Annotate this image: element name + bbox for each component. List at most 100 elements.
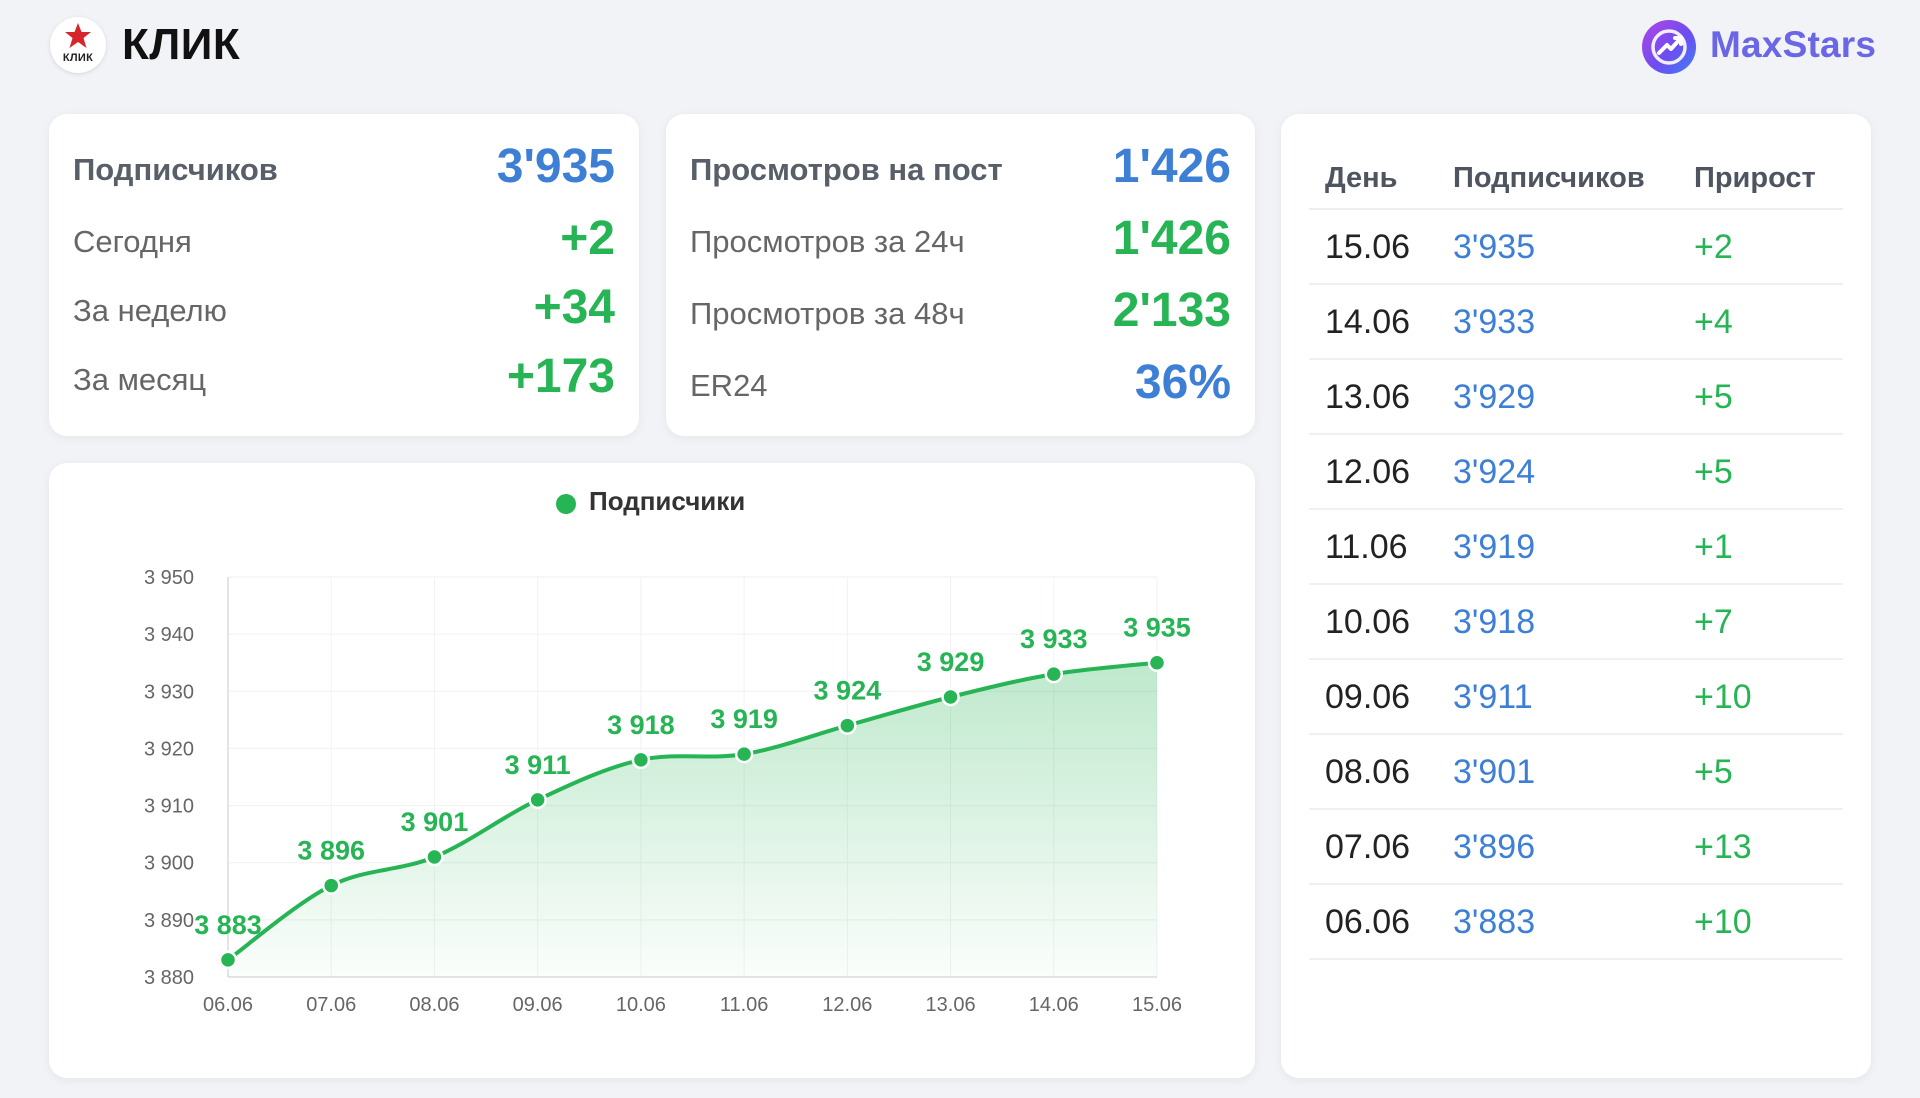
legend-marker	[556, 494, 576, 514]
subscribers-card: Подписчиков 3'935 Сегодня +2 За неделю +…	[49, 114, 639, 436]
data-point	[528, 790, 547, 810]
data-point	[734, 744, 754, 764]
data-point	[218, 950, 238, 970]
logo-text: КЛИК	[62, 52, 94, 64]
stat-label: ER24	[690, 368, 768, 403]
table-cell-day: 12.06	[1325, 453, 1411, 491]
table-cell-day: 11.06	[1325, 528, 1408, 566]
data-point	[1044, 664, 1064, 684]
stat-label: Просмотров за 24ч	[690, 224, 965, 259]
stat-row-views-per-post: Просмотров на пост 1'426	[690, 136, 1231, 196]
table-row: 11.06 3'919 +1	[1309, 510, 1843, 585]
table-row: 13.06 3'929 +5	[1309, 360, 1843, 435]
stat-row-week: За неделю +34	[73, 277, 615, 337]
table-header: День Подписчиков Прирост	[1309, 152, 1843, 210]
star-icon	[65, 23, 91, 48]
x-tick-label: 06.06	[203, 994, 253, 1016]
stat-row-subscribers: Подписчиков 3'935	[73, 136, 615, 196]
table-cell-day: 07.06	[1325, 828, 1411, 866]
data-label: 3 911	[505, 750, 571, 780]
y-tick-label: 3 890	[144, 910, 194, 932]
brand-name: MaxStars	[1710, 24, 1877, 65]
stat-value: +2	[560, 212, 615, 265]
data-point	[941, 687, 960, 707]
column-header-day: День	[1325, 162, 1398, 194]
table-cell-subscribers: 3'911	[1453, 678, 1533, 716]
table-cell-subscribers: 3'918	[1453, 603, 1536, 641]
stat-label: Просмотров на пост	[690, 152, 1003, 187]
series-area	[228, 662, 1157, 977]
table-cell-subscribers: 3'933	[1453, 303, 1536, 341]
table-cell-growth: +2	[1694, 228, 1733, 266]
table-cell-growth: +7	[1694, 603, 1733, 641]
stat-label: Подписчиков	[73, 152, 278, 187]
data-label: 3 919	[710, 704, 778, 734]
y-tick-label: 3 940	[144, 624, 194, 646]
table-cell-day: 13.06	[1325, 378, 1411, 416]
table-row: 10.06 3'918 +7	[1309, 585, 1843, 660]
table-cell-growth: +5	[1694, 753, 1733, 791]
table-cell-growth: +4	[1694, 303, 1733, 341]
table-cell-day: 08.06	[1325, 753, 1411, 791]
x-tick-label: 09.06	[513, 994, 563, 1016]
data-point	[425, 847, 444, 867]
table-cell-day: 14.06	[1325, 303, 1411, 341]
table-cell-growth: +10	[1694, 903, 1752, 941]
channel-logo: КЛИК	[50, 17, 106, 73]
column-header-growth: Прирост	[1694, 162, 1816, 194]
table-row: 15.06 3'935 +2	[1309, 210, 1843, 285]
stat-value: +173	[506, 350, 615, 403]
table-cell-subscribers: 3'935	[1453, 228, 1536, 266]
x-tick-label: 08.06	[409, 994, 459, 1016]
stat-label: За неделю	[73, 293, 227, 328]
data-label: 3 929	[917, 647, 985, 677]
chart-legend: Подписчики	[49, 483, 1255, 519]
table-cell-subscribers: 3'901	[1453, 753, 1536, 791]
table-cell-subscribers: 3'896	[1453, 828, 1536, 866]
y-tick-label: 3 920	[144, 738, 194, 760]
data-point	[631, 750, 651, 770]
stat-value: 1'426	[1112, 140, 1231, 193]
table-row: 14.06 3'933 +4	[1309, 285, 1843, 360]
maxstars-logo-icon	[1642, 20, 1696, 74]
header: КЛИК КЛИК MaxStars	[0, 0, 1920, 100]
stat-row-views-24h: Просмотров за 24ч 1'426	[690, 208, 1231, 268]
y-tick-label: 3 950	[144, 567, 194, 589]
stat-row-today: Сегодня +2	[73, 208, 615, 268]
stat-label: Сегодня	[73, 224, 192, 259]
table-row: 12.06 3'924 +5	[1309, 435, 1843, 510]
views-card: Просмотров на пост 1'426 Просмотров за 2…	[666, 114, 1255, 436]
x-tick-label: 10.06	[616, 994, 666, 1016]
y-tick-label: 3 930	[144, 681, 194, 703]
data-label: 3 918	[607, 710, 675, 740]
y-tick-label: 3 900	[144, 853, 194, 875]
table-row: 08.06 3'901 +5	[1309, 735, 1843, 810]
table-row: 09.06 3'911 +10	[1309, 660, 1843, 735]
stat-value: 36%	[1134, 356, 1231, 409]
subscribers-chart: 3 880 3 890 3 900 3 910 3 920 3 930 3 940 3 950…	[144, 567, 1191, 1016]
table-cell-growth: +5	[1694, 378, 1733, 416]
y-tick-label: 3 910	[144, 796, 194, 818]
stat-label: За месяц	[73, 362, 207, 397]
table-cell-growth: +13	[1694, 828, 1752, 866]
table-row: 07.06 3'896 +13	[1309, 810, 1843, 885]
data-point	[321, 876, 341, 895]
data-label: 3 935	[1123, 613, 1191, 643]
stat-row-month: За месяц +173	[73, 346, 615, 406]
table-cell-growth: +5	[1694, 453, 1733, 491]
x-tick-label: 15.06	[1132, 994, 1182, 1016]
legend-label: Подписчики	[589, 486, 746, 516]
x-tick-label: 13.06	[926, 994, 976, 1016]
data-label: 3 901	[401, 807, 469, 837]
table-cell-day: 09.06	[1325, 678, 1411, 716]
stat-row-views-48h: Просмотров за 48ч 2'133	[690, 280, 1231, 340]
series-line	[226, 660, 1158, 962]
x-tick-label: 11.06	[720, 994, 769, 1016]
chart-card: Подписчики 3 880 3 890 3 900 3 910 3 920 3 93…	[49, 463, 1255, 1078]
stat-label: Просмотров за 48ч	[690, 296, 965, 331]
data-label: 3 883	[194, 910, 262, 940]
table-cell-day: 15.06	[1325, 228, 1411, 266]
y-tick-label: 3 880	[144, 967, 194, 989]
data-point	[838, 716, 857, 735]
table-row: 06.06 3'883 +10	[1309, 885, 1843, 960]
